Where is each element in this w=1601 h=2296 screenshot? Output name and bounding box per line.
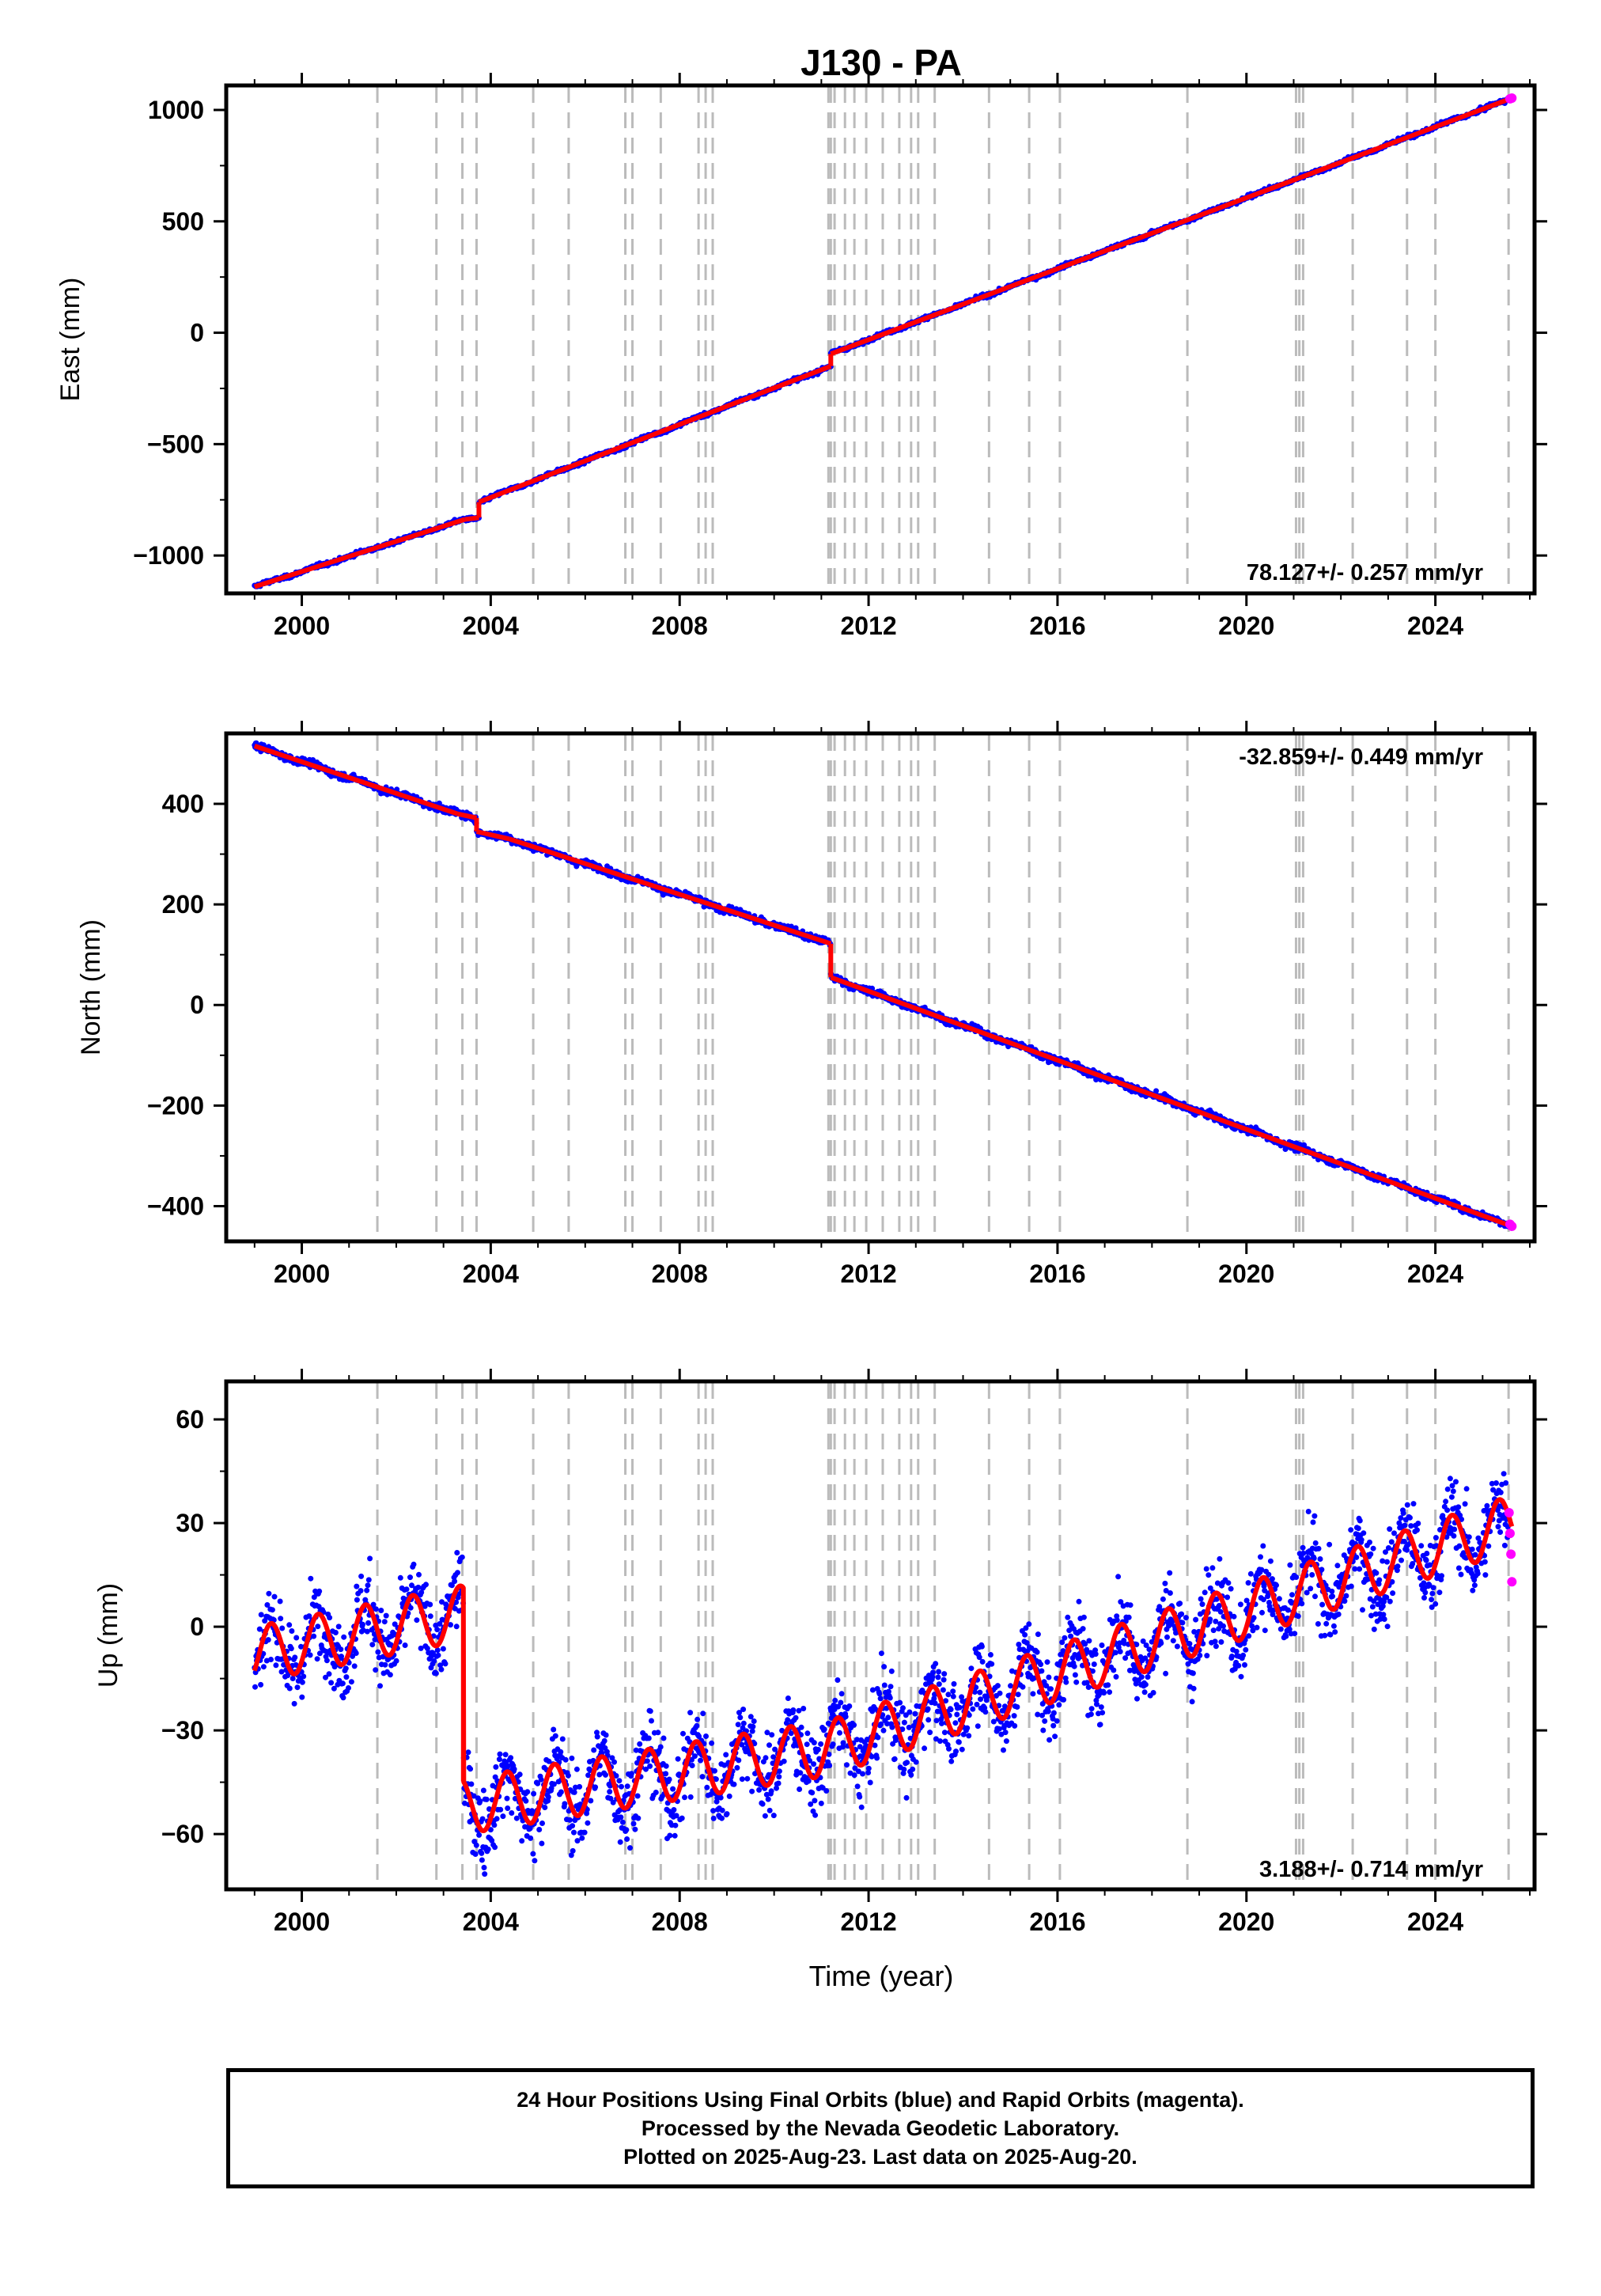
east-plot-frame [224, 83, 1537, 596]
east-data-layer [252, 93, 1517, 589]
up-rapid-orbit-point [1504, 1507, 1514, 1517]
north-y-axis: 400 200 0 −200 −400 [147, 790, 1547, 1221]
north-rapid-orbit-point [1507, 1221, 1517, 1231]
north-x-tick-label: 2020 [1218, 1260, 1274, 1288]
north-x-axis: 2000 2004 2008 2012 2016 2020 2024 [253, 721, 1531, 1288]
north-y-tick-label: 200 [162, 890, 204, 919]
east-model-fit-line [830, 96, 1513, 357]
east-x-tick-label: 2008 [652, 612, 708, 640]
north-final-orbit-points [252, 740, 1515, 1231]
north-model-fit-line [456, 811, 478, 820]
up-x-tick-label: 2008 [652, 1908, 708, 1936]
caption-box: 24 Hour Positions Using Final Orbits (bl… [226, 2068, 1535, 2188]
caption-line-1: 24 Hour Positions Using Final Orbits (bl… [517, 2088, 1244, 2112]
east-y-tick-label: −1000 [133, 541, 204, 570]
up-panel: 60 30 0 −30 −60 2000 2004 2008 2012 2016 2020 2024… [93, 1369, 1547, 1936]
north-x-tick-label: 2016 [1029, 1260, 1085, 1288]
east-x-tick-label: 2024 [1407, 612, 1463, 640]
up-x-tick-label: 2024 [1407, 1908, 1463, 1936]
east-x-tick-label: 2000 [274, 612, 330, 640]
caption-line-2: Processed by the Nevada Geodetic Laborat… [641, 2116, 1120, 2140]
east-x-tick-label: 2012 [840, 612, 896, 640]
up-x-tick-label: 2000 [274, 1908, 330, 1936]
east-rate-label: 78.127+/- 0.257 mm/yr [1247, 560, 1483, 585]
east-model-fit-line [518, 364, 832, 489]
north-x-tick-label: 2004 [463, 1260, 519, 1288]
north-model-fit-line [253, 744, 459, 816]
north-model-fit-line [830, 975, 1513, 1229]
up-x-tick-label: 2004 [463, 1908, 519, 1936]
east-model-fit-line [253, 517, 466, 589]
up-final-orbit-points [252, 1471, 1512, 1877]
east-x-tick-label: 2016 [1029, 612, 1085, 640]
up-y-axis: 60 30 0 −30 −60 [161, 1405, 1547, 1848]
north-y-axis-label: North (mm) [76, 919, 106, 1055]
east-model-fit-line [464, 515, 479, 522]
up-rapid-orbit-point [1506, 1549, 1516, 1559]
up-x-axis: 2000 2004 2008 2012 2016 2020 2024 [253, 1369, 1531, 1936]
caption-line-3: Plotted on 2025-Aug-23. Last data on 202… [623, 2145, 1137, 2169]
up-rapid-orbit-point [1507, 1577, 1517, 1587]
x-axis-label: Time (year) [809, 1960, 954, 1992]
east-y-tick-label: 0 [190, 319, 204, 347]
up-y-axis-label: Up (mm) [93, 1583, 123, 1688]
north-plot-frame [224, 731, 1537, 1244]
up-x-tick-label: 2012 [840, 1908, 896, 1936]
up-x-tick-label: 2020 [1218, 1908, 1274, 1936]
east-y-axis-label: East (mm) [55, 278, 85, 402]
up-y-tick-label: −60 [161, 1820, 204, 1848]
east-x-axis: 2000 2004 2008 2012 2016 2020 2024 [253, 73, 1531, 640]
east-y-axis: 1000 500 0 −500 −1000 [133, 96, 1547, 570]
north-data-layer [252, 740, 1517, 1231]
up-y-tick-label: 0 [190, 1612, 204, 1641]
east-y-tick-label: 1000 [148, 96, 204, 124]
north-y-tick-label: −200 [147, 1091, 204, 1120]
north-x-tick-label: 2012 [840, 1260, 896, 1288]
north-x-tick-label: 2024 [1407, 1260, 1463, 1288]
up-plot-frame [224, 1379, 1537, 1892]
up-y-tick-label: 60 [176, 1405, 204, 1434]
north-y-tick-label: 400 [162, 790, 204, 818]
up-data-layer [252, 1471, 1517, 1877]
north-y-tick-label: −400 [147, 1192, 204, 1221]
chart-title: J130 - PA [800, 42, 962, 83]
east-y-tick-label: −500 [147, 430, 204, 458]
north-model-fit-line [475, 829, 510, 842]
up-y-tick-label: −30 [161, 1716, 204, 1745]
up-y-tick-label: 30 [176, 1509, 204, 1537]
east-event-lines [376, 87, 1510, 592]
north-model-fit-line [509, 836, 832, 946]
up-model-fit-line [252, 1497, 1515, 1833]
up-x-tick-label: 2016 [1029, 1908, 1085, 1936]
east-model-fit-line [478, 484, 520, 505]
north-y-tick-label: 0 [190, 991, 204, 1019]
north-rate-label: -32.859+/- 0.449 mm/yr [1239, 744, 1483, 770]
up-rate-label: 3.188+/- 0.714 mm/yr [1259, 1857, 1483, 1882]
east-y-tick-label: 500 [162, 207, 204, 236]
up-rapid-orbit-point [1504, 1529, 1515, 1539]
north-x-tick-label: 2000 [274, 1260, 330, 1288]
east-x-tick-label: 2004 [463, 612, 519, 640]
east-rapid-orbit-point [1507, 93, 1517, 104]
north-x-tick-label: 2008 [652, 1260, 708, 1288]
east-x-tick-label: 2020 [1218, 612, 1274, 640]
